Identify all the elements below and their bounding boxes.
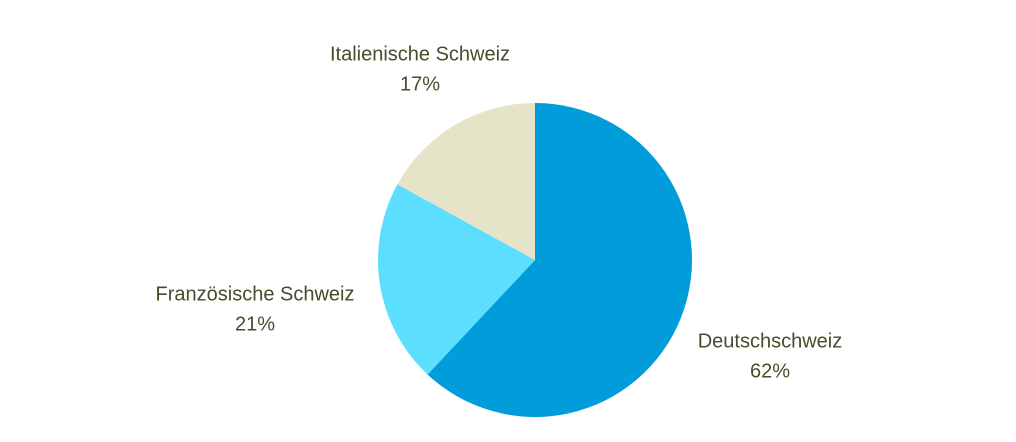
slice-label: Französische Schweiz: [156, 283, 355, 305]
pie-slice: [397, 102, 535, 260]
slice-label: Italienische Schweiz: [330, 43, 510, 65]
slice-label: Deutschschweiz: [698, 330, 843, 352]
slice-value: 62%: [750, 360, 790, 382]
pie-slice: [427, 103, 692, 417]
slice-value: 21%: [235, 313, 275, 335]
slice-value: 17%: [400, 73, 440, 95]
pie-slice: [378, 184, 535, 375]
